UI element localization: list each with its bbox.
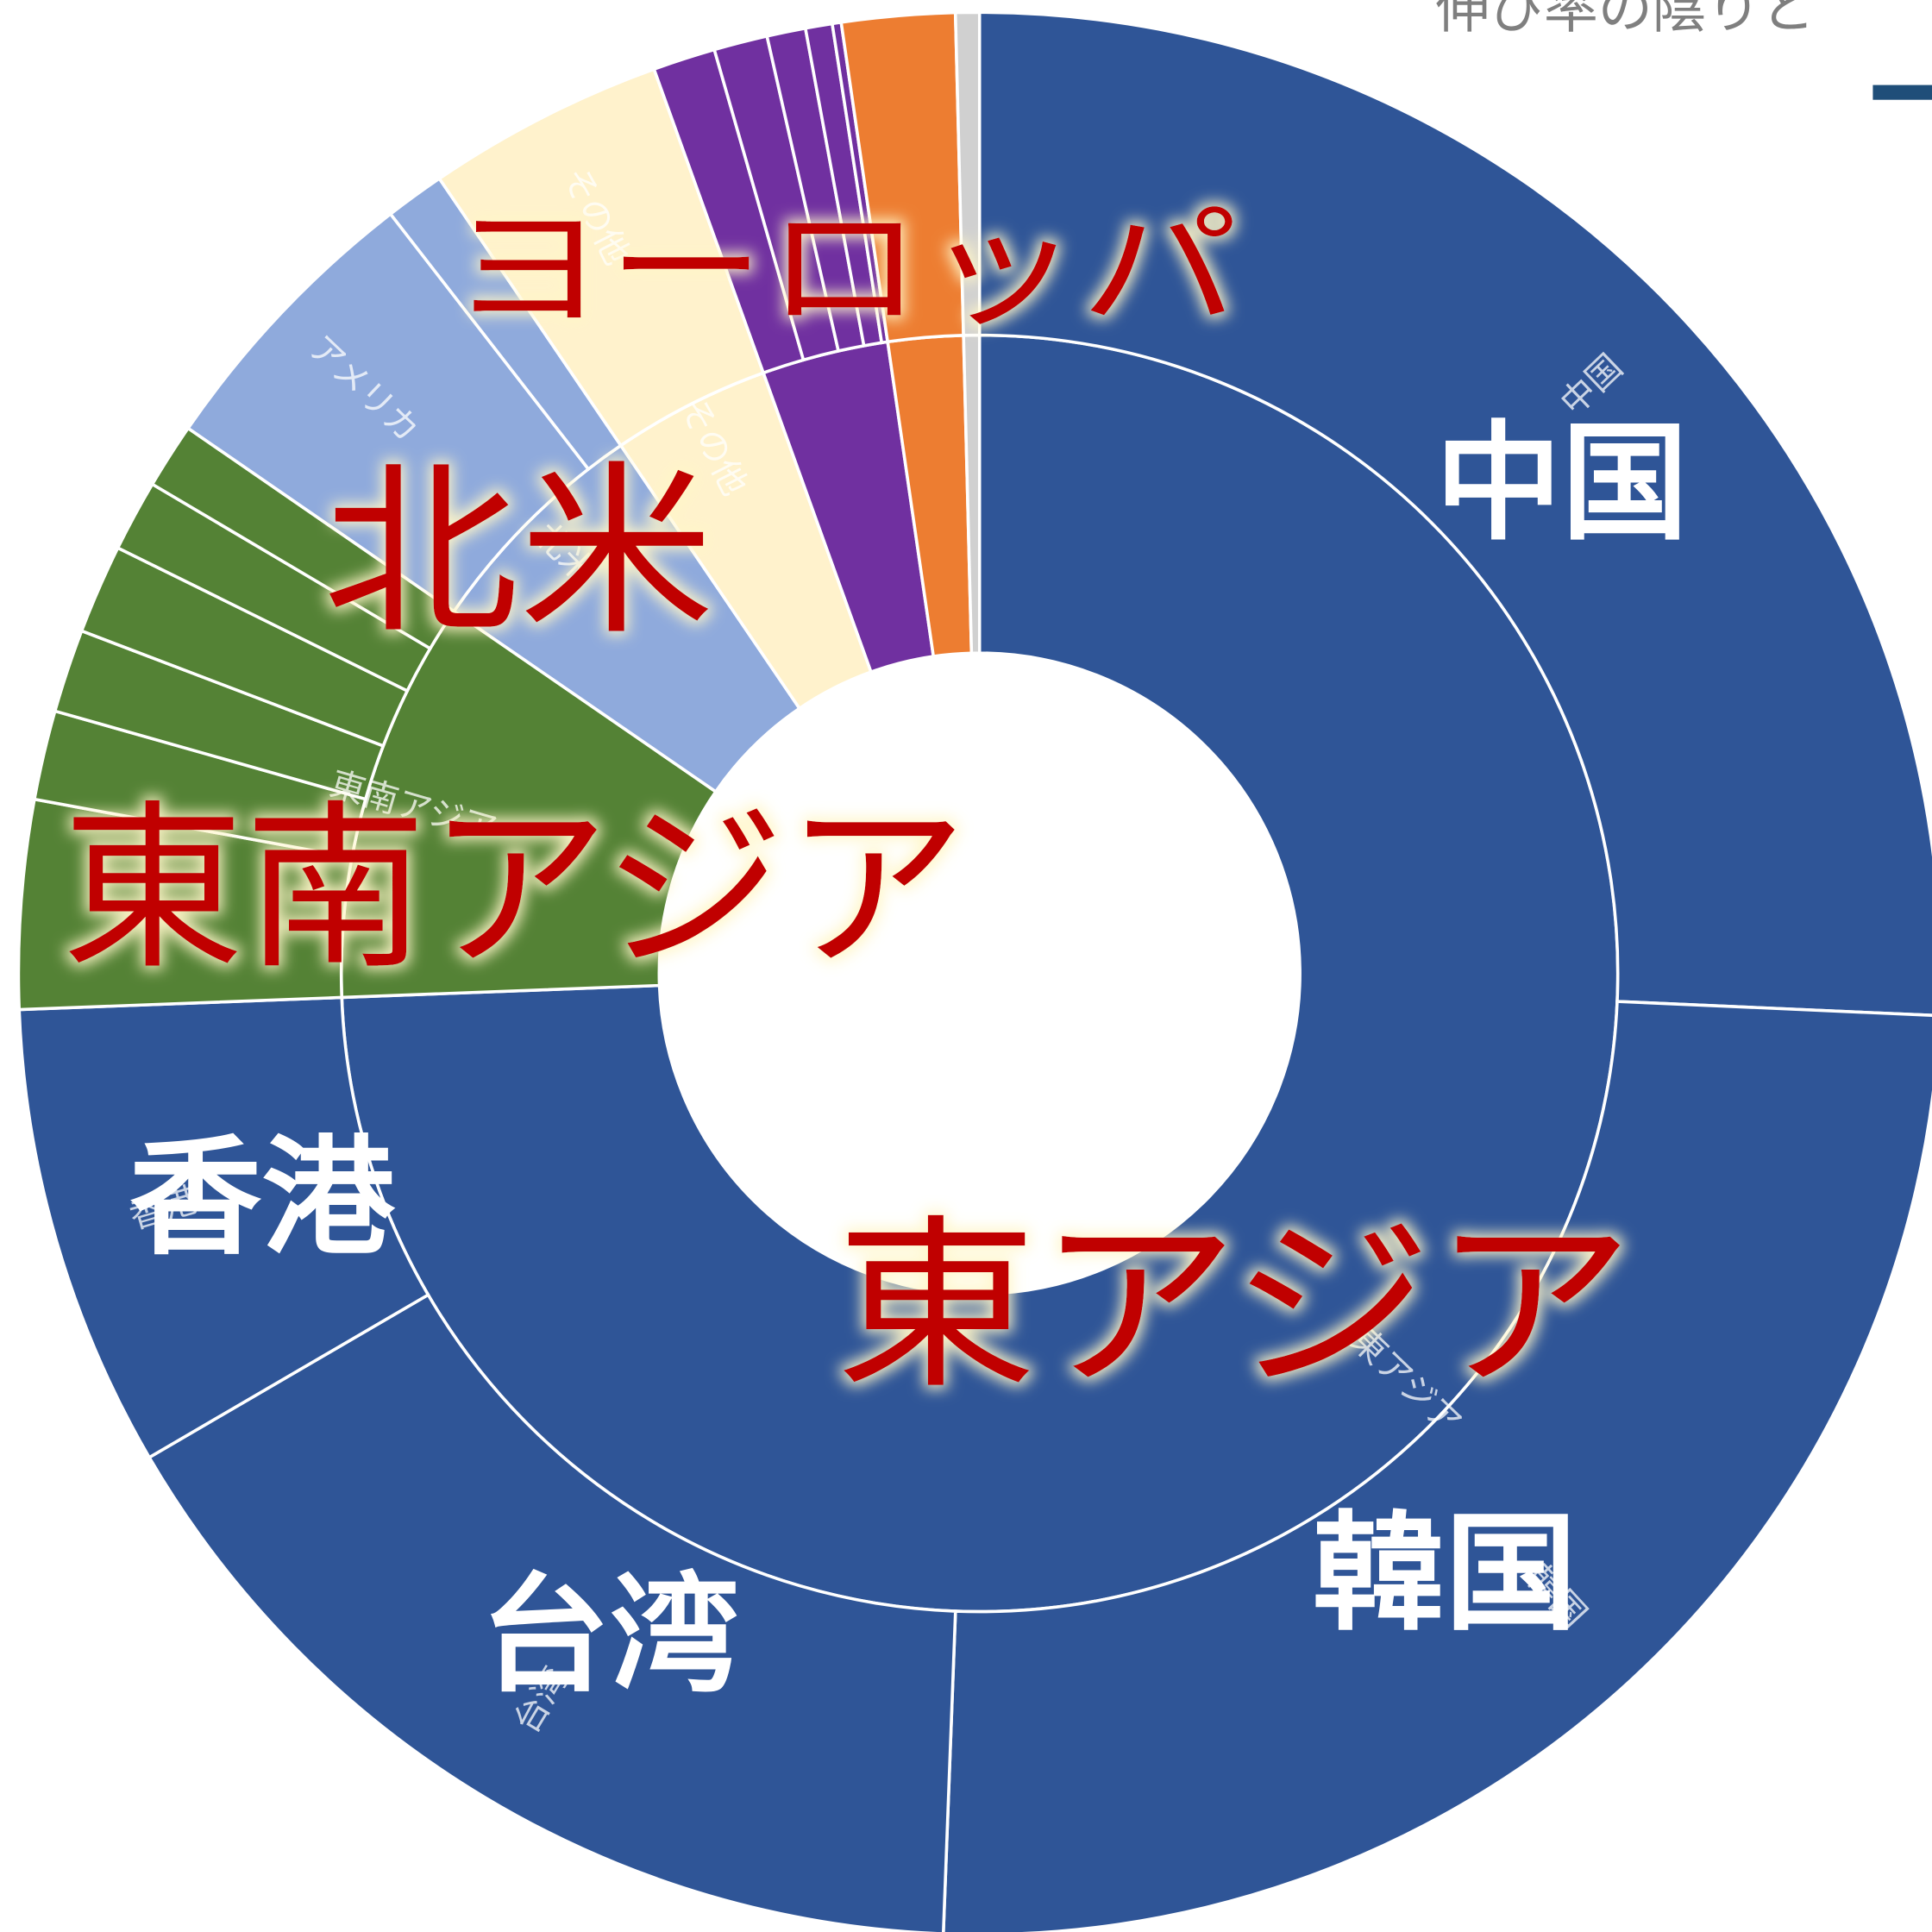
outer-segment [942, 1000, 1932, 1932]
outer-segment [147, 1292, 957, 1932]
title-decoration [1872, 85, 1932, 100]
annotation: 東アジア [836, 1199, 1634, 1414]
chart-title: 伸び率の陰りと [1435, 0, 1815, 40]
sunburst [16, 10, 1932, 1932]
annotation: 東南アジア [61, 785, 967, 994]
annotation: 北米 [323, 444, 714, 660]
annotation: 中国 [1435, 409, 1688, 558]
annotation: ヨーロッパ [449, 191, 1238, 346]
outer-segment [977, 10, 1932, 1017]
annotation: 台湾 [480, 1561, 739, 1710]
outer-segment [953, 10, 982, 337]
annotation: 韓国 [1312, 1500, 1577, 1649]
annotation: 香港 [129, 1124, 396, 1273]
